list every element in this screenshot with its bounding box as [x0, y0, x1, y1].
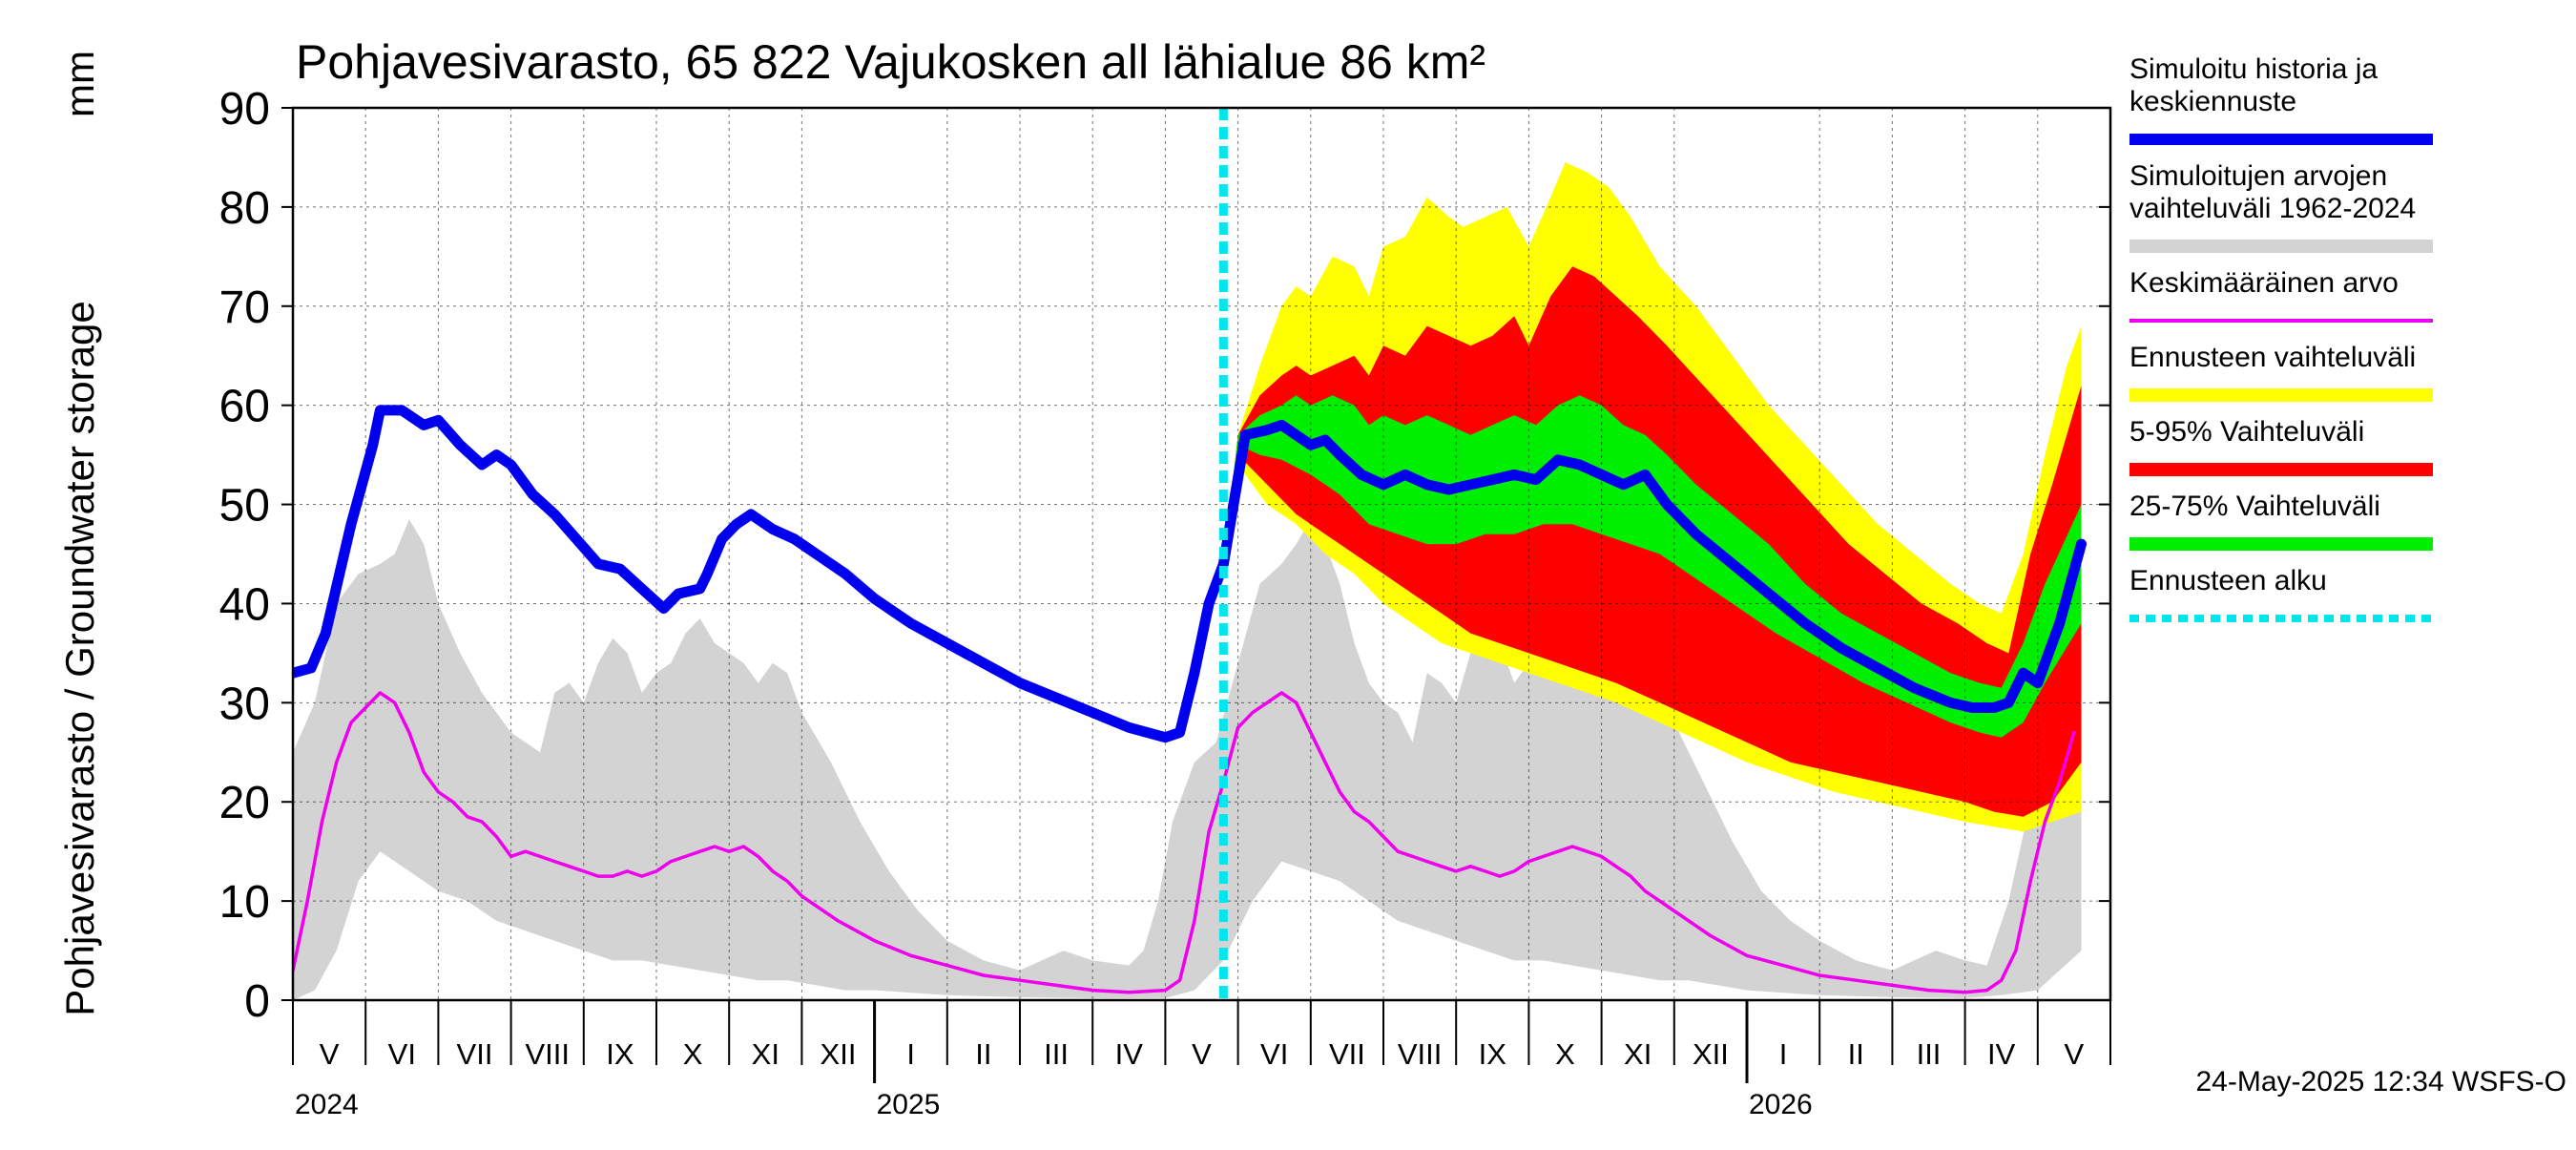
simulated-history-line	[293, 405, 2087, 743]
month-label: VIII	[1398, 1037, 1443, 1071]
month-label: IV	[1987, 1037, 2016, 1071]
month-label: III	[1044, 1037, 1069, 1071]
plot-area	[293, 108, 2110, 1000]
month-label: VI	[1260, 1037, 1288, 1071]
y-tick-label: 40	[219, 579, 270, 630]
legend-label: 5-95% Vaihteluväli	[2129, 416, 2364, 448]
month-label: V	[2065, 1037, 2085, 1071]
legend-label: keskiennuste	[2129, 86, 2296, 117]
y-tick-label: 60	[219, 382, 270, 432]
year-label: 2026	[1749, 1089, 1813, 1120]
y-tick-label: 90	[219, 84, 270, 135]
month-label: XII	[821, 1037, 857, 1071]
y-axis-label: Pohjavesivarasto / Groundwater storage	[57, 301, 102, 1015]
month-label: V	[1192, 1037, 1212, 1071]
month-label: I	[1779, 1037, 1788, 1071]
legend-label: Simuloitu historia ja	[2129, 53, 2378, 85]
chart-title: Pohjavesivarasto, 65 822 Vajukosken all …	[296, 35, 1485, 89]
month-label: XI	[752, 1037, 779, 1071]
legend: Simuloitu historia jakeskiennusteSimuloi…	[2129, 53, 2433, 622]
legend-label: Keskimääräinen arvo	[2129, 267, 2399, 299]
legend-label: Ennusteen vaihteluväli	[2129, 342, 2416, 373]
month-label: VIII	[525, 1037, 570, 1071]
y-tick-label: 0	[244, 976, 270, 1027]
month-label: X	[683, 1037, 703, 1071]
month-label: X	[1555, 1037, 1575, 1071]
y-tick-label: 80	[219, 183, 270, 234]
forecast-band-25-75	[1223, 395, 2082, 738]
month-label: IX	[606, 1037, 634, 1071]
year-label: 2025	[877, 1089, 941, 1120]
y-tick-label: 10	[219, 877, 270, 928]
month-label: I	[906, 1037, 915, 1071]
legend-label: vaihteluväli 1962-2024	[2129, 193, 2416, 224]
y-axis-unit: mm	[57, 51, 102, 117]
legend-item: Keskimääräinen arvo	[2129, 267, 2433, 323]
plot-frame	[291, 106, 2112, 1002]
month-label: VII	[1329, 1037, 1365, 1071]
month-label: III	[1917, 1037, 1942, 1071]
y-tick-label: 50	[219, 481, 270, 532]
legend-label: Ennusteen alku	[2129, 565, 2327, 596]
month-label: VII	[457, 1037, 493, 1071]
legend-item: Ennusteen vaihteluväli	[2129, 342, 2433, 402]
month-label: II	[975, 1037, 991, 1071]
month-label: VI	[388, 1037, 416, 1071]
mean-value-line	[293, 691, 2076, 994]
legend-item: 25-75% Vaihteluväli	[2129, 491, 2433, 551]
legend-item: 5-95% Vaihteluväli	[2129, 416, 2433, 476]
legend-label: 25-75% Vaihteluväli	[2129, 491, 2380, 522]
month-label: XI	[1624, 1037, 1652, 1071]
month-label: IV	[1115, 1037, 1144, 1071]
footer-timestamp: 24-May-2025 12:34 WSFS-O	[2196, 1066, 2567, 1098]
legend-item: Ennusteen alku	[2129, 565, 2433, 622]
month-label: V	[320, 1037, 340, 1071]
y-tick-label: 20	[219, 778, 270, 828]
month-label: II	[1848, 1037, 1864, 1071]
y-tick-label: 70	[219, 282, 270, 333]
legend-label: Simuloitujen arvojen	[2129, 160, 2387, 192]
y-tick-label: 30	[219, 679, 270, 729]
month-label: XII	[1693, 1037, 1729, 1071]
month-label: IX	[1479, 1037, 1507, 1071]
year-label: 2024	[295, 1089, 359, 1120]
